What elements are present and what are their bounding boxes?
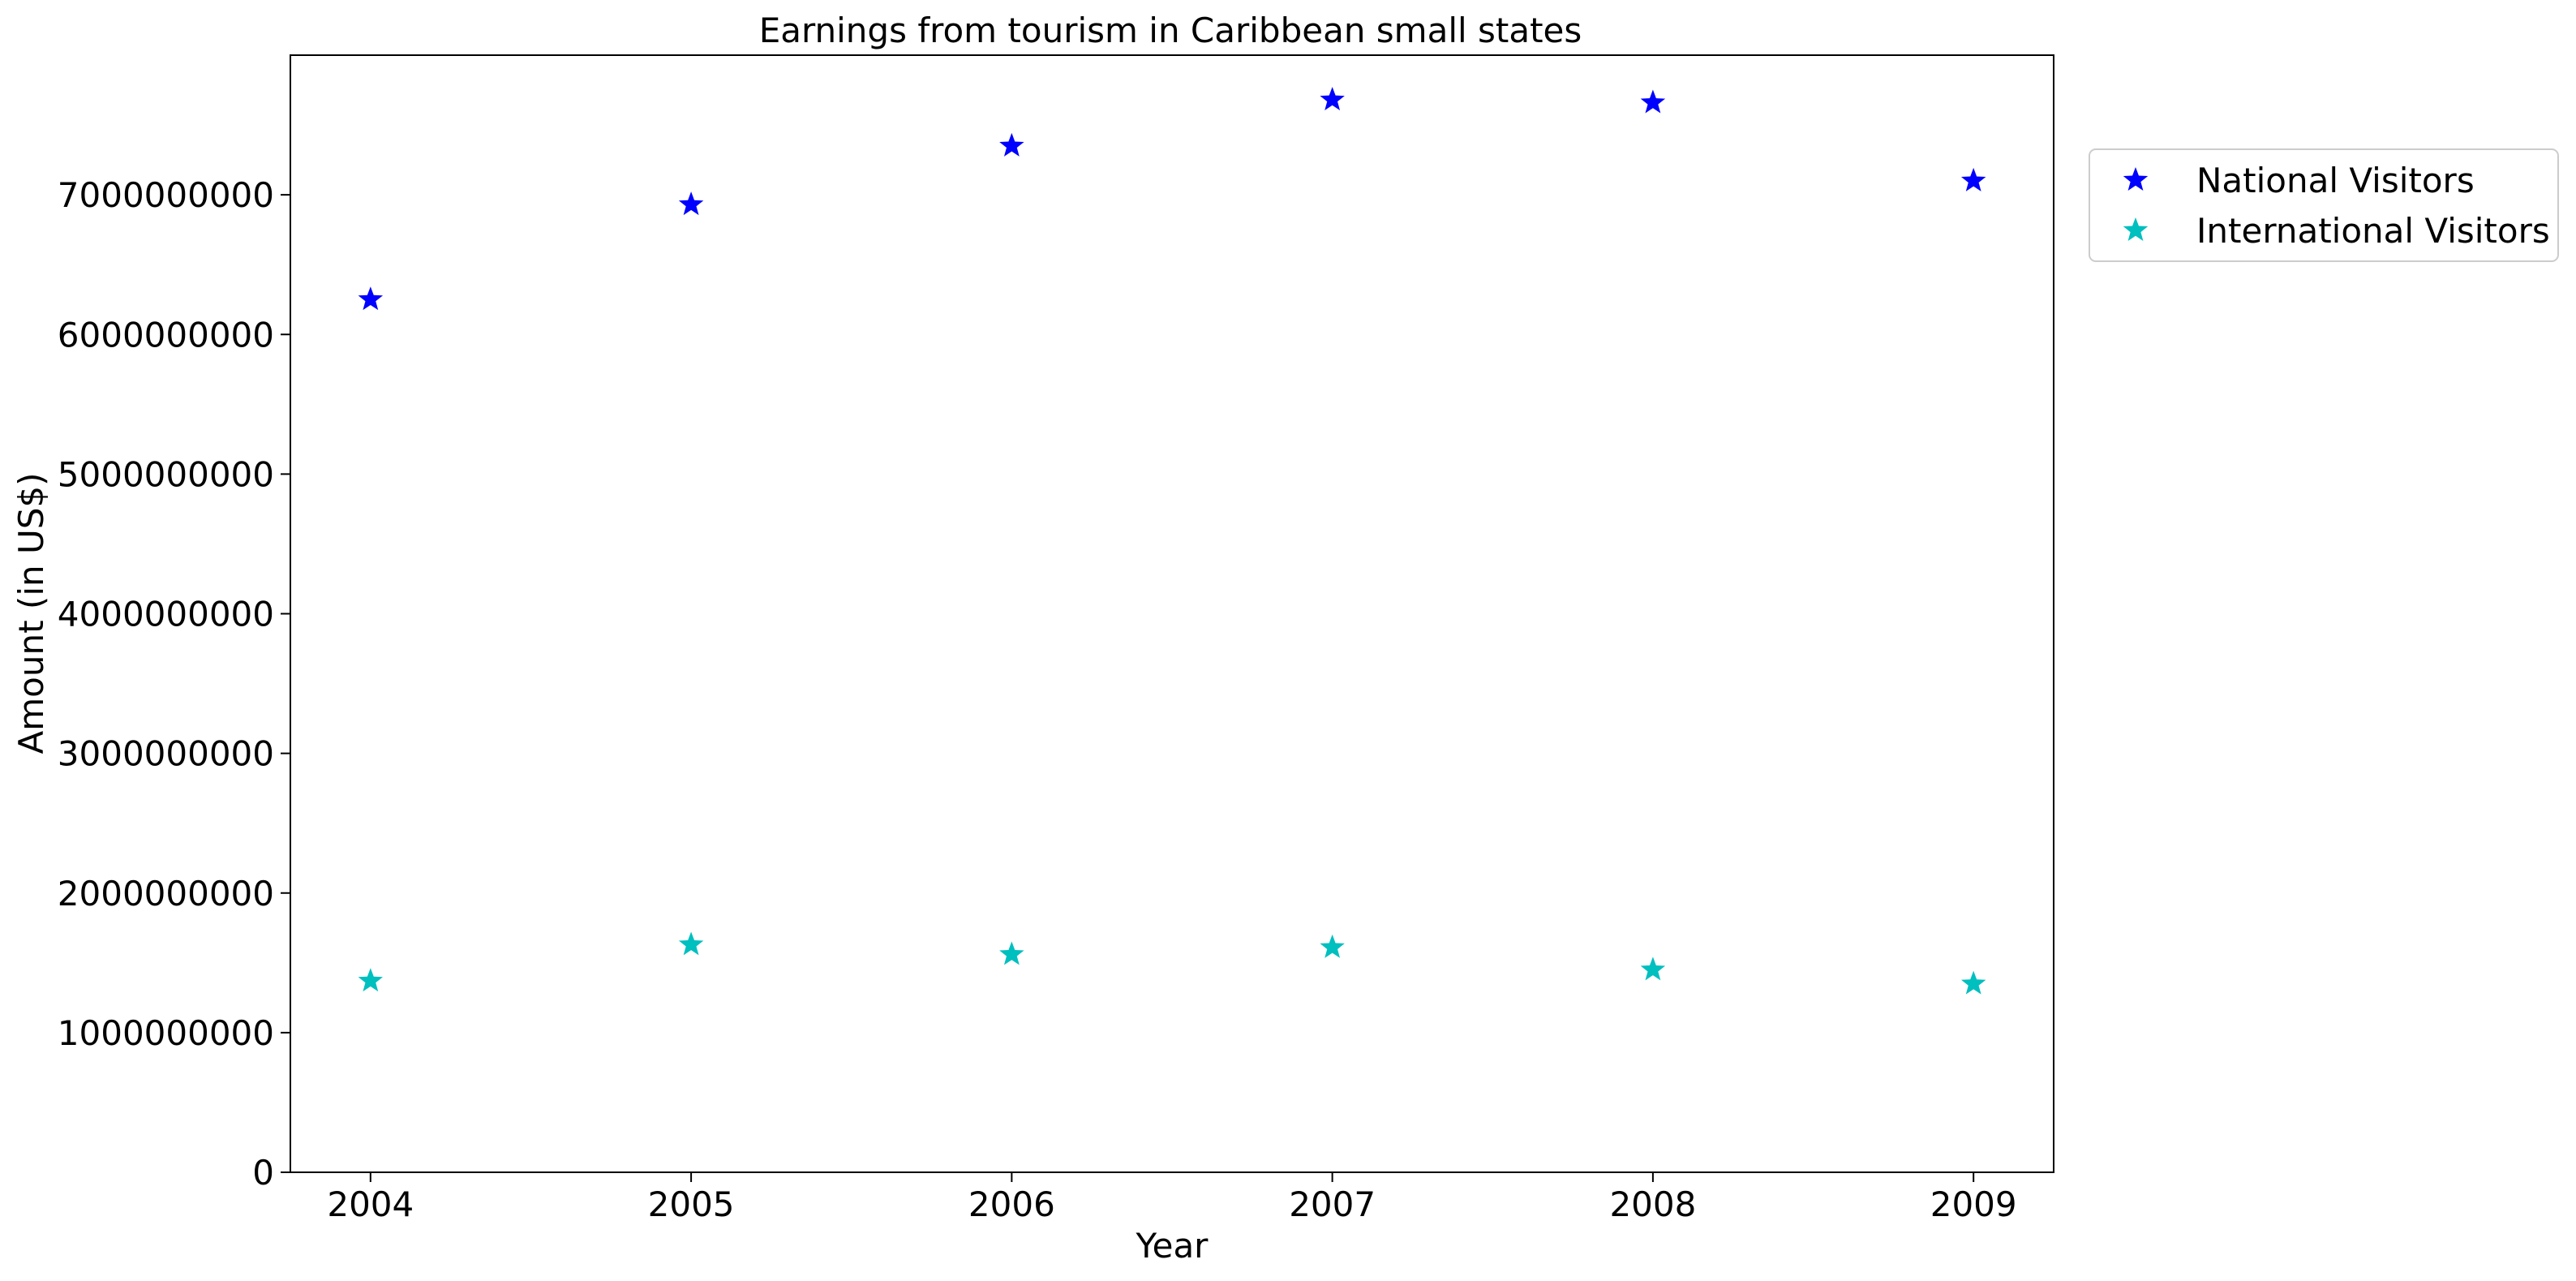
x-axis-label: Year [1136,1226,1209,1266]
legend-label: International Visitors [2196,211,2550,251]
chart-title: Earnings from tourism in Caribbean small… [759,11,1582,50]
series-national-visitors [358,87,1986,311]
data-point [1960,167,1986,191]
data-point [1320,87,1345,111]
x-tick-label: 2009 [1930,1184,2017,1224]
y-tick-label: 5000000000 [58,454,274,494]
y-tick-label: 4000000000 [58,595,274,634]
series-layer [358,87,1986,995]
data-point [358,286,384,311]
data-point [678,191,704,216]
legend-frame [2089,148,2559,262]
data-point [999,941,1024,965]
data-point [1640,89,1666,114]
data-point [678,931,704,956]
legend-marker [2123,217,2149,241]
data-point [1640,956,1666,981]
plot-frame [290,54,2054,1173]
y-tick-label: 6000000000 [58,315,274,355]
x-tick-label: 2008 [1609,1184,1696,1224]
legend-marker [2123,167,2149,191]
series-international-visitors [358,931,1986,995]
y-tick-label: 0 [252,1153,274,1193]
x-tick-label: 2004 [327,1184,414,1224]
y-axis-label: Amount (in US$) [11,473,51,754]
data-point [1320,934,1345,958]
y-tick-label: 1000000000 [58,1013,274,1053]
data-point [358,968,384,992]
legend-label: National Visitors [2196,161,2475,200]
data-point [999,132,1024,157]
legend: National Visitors International Visitors [2089,148,2559,262]
y-tick-label: 3000000000 [58,734,274,774]
x-tick-label: 2005 [648,1184,735,1224]
y-tick-label: 2000000000 [58,874,274,913]
x-tick-label: 2007 [1289,1184,1376,1224]
x-axis-ticks: 2004 2005 2006 2007 2008 2009 [327,1172,2017,1224]
x-tick-label: 2006 [968,1184,1055,1224]
y-tick-label: 7000000000 [58,175,274,215]
y-axis-ticks: 0 1000000000 2000000000 3000000000 400000000… [58,175,290,1193]
data-point [1960,970,1986,995]
